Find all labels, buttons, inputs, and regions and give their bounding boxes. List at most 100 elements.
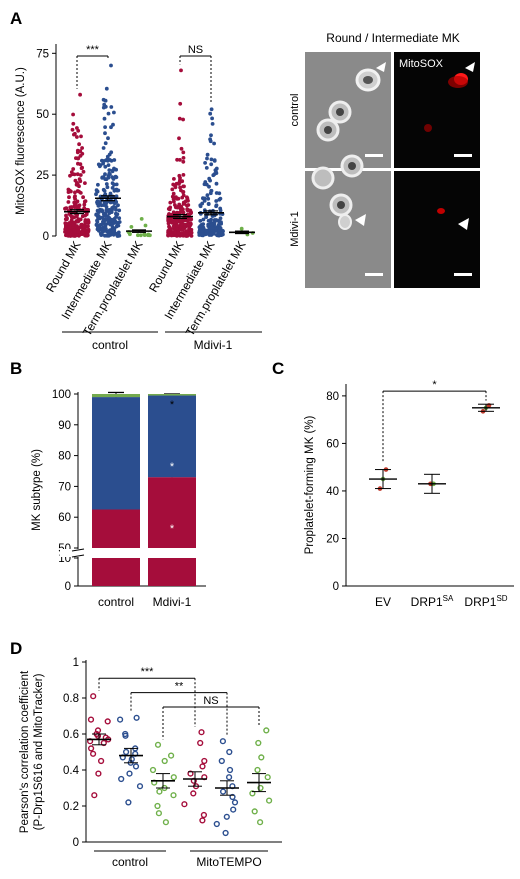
group-label: Mdivi-1 [194, 338, 233, 352]
panel-label-a: A [10, 9, 22, 28]
data-point [112, 110, 116, 115]
data-point [210, 122, 215, 126]
scale-bar [454, 273, 472, 276]
data-point [77, 142, 81, 147]
data-point [142, 233, 147, 238]
data-point [185, 207, 190, 212]
data-point [110, 169, 115, 174]
data-point [74, 214, 79, 219]
data-point [179, 68, 183, 73]
axis-break [60, 549, 210, 557]
data-point [109, 105, 114, 109]
data-point [108, 208, 112, 212]
data-point [136, 783, 144, 790]
data-point [200, 232, 204, 237]
data-point [219, 738, 227, 745]
data-point [116, 188, 121, 193]
data-point [181, 190, 186, 195]
data-point [101, 146, 106, 150]
data-point [201, 217, 206, 222]
data-point [76, 161, 80, 166]
data-point [146, 233, 151, 238]
data-point [96, 162, 101, 167]
axis-break-mark [71, 554, 85, 558]
data-point [218, 226, 223, 230]
data-point [80, 146, 84, 150]
data-point [85, 233, 89, 238]
x-category-label: Mdivi-1 [153, 595, 192, 609]
data-point [143, 223, 148, 228]
data-point [185, 234, 190, 238]
data-point [80, 230, 85, 235]
data-point [174, 195, 178, 200]
data-point [212, 159, 217, 163]
data-point [208, 178, 213, 183]
arrowhead-icon [458, 218, 469, 230]
data-point [209, 162, 214, 167]
data-point [149, 766, 157, 774]
data-point [187, 770, 194, 777]
data-point [173, 185, 178, 190]
y-tick-label: 40 [326, 486, 339, 498]
scale-bar [454, 154, 472, 157]
data-point [210, 116, 215, 121]
data-point [108, 191, 113, 196]
data-point [181, 202, 186, 206]
data-point [117, 216, 122, 221]
data-point [101, 105, 106, 110]
data-point [177, 210, 182, 215]
data-point [67, 221, 72, 225]
data-point [181, 207, 185, 212]
data-point [86, 230, 90, 234]
data-point [197, 230, 202, 235]
significance-label: *** [141, 666, 155, 678]
data-point [89, 750, 97, 757]
bar-segment [148, 558, 196, 586]
data-point [207, 184, 211, 189]
data-point [209, 222, 214, 227]
phase-contrast-mdivi [305, 171, 391, 288]
data-point [175, 223, 180, 228]
data-point [95, 199, 100, 204]
data-point [95, 770, 102, 777]
data-point [80, 151, 85, 156]
data-point [178, 101, 183, 106]
data-point [83, 228, 87, 233]
data-point [169, 227, 173, 232]
data-point [223, 813, 230, 820]
data-point [97, 757, 105, 765]
data-point [94, 222, 99, 227]
panel-label-b: B [10, 359, 22, 378]
y-tick-label: 1 [73, 657, 79, 669]
data-point [181, 150, 186, 155]
data-point [78, 92, 82, 97]
cells-mitosox-mdivi [437, 208, 472, 276]
data-point [105, 158, 110, 163]
data-point [104, 86, 109, 91]
data-point [115, 234, 120, 238]
data-point [110, 225, 115, 230]
data-point [102, 116, 107, 121]
data-point [203, 161, 208, 165]
data-point [110, 186, 115, 190]
data-point [104, 182, 109, 186]
data-point [177, 136, 181, 141]
data-point [226, 748, 233, 756]
data-point [214, 227, 219, 231]
panel-c-scatter: 0 20 40 60 80 Proplatelet-forming MK (%) EV DRP… [304, 379, 514, 609]
data-point [94, 188, 99, 193]
data-point [179, 146, 184, 151]
data-point [132, 763, 140, 770]
data-point [170, 187, 175, 192]
group-label: MitoTEMPO [196, 855, 261, 869]
data-point [106, 163, 111, 168]
data-point [220, 788, 227, 795]
data-point [214, 199, 219, 203]
data-point [73, 229, 78, 234]
data-point [118, 775, 125, 783]
data-point [171, 191, 176, 196]
data-point [183, 199, 188, 204]
data-point [70, 172, 75, 177]
data-point [197, 739, 204, 747]
data-point [181, 159, 186, 164]
